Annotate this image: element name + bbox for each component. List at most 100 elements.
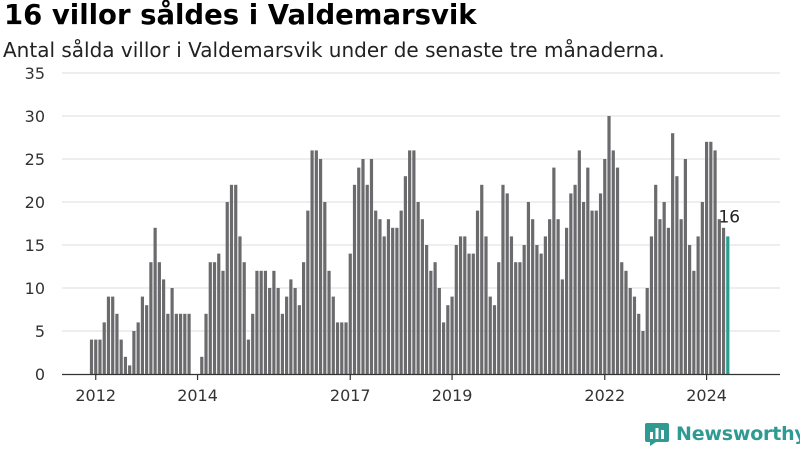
bar	[378, 219, 382, 374]
bar	[217, 253, 221, 374]
bar	[713, 150, 717, 374]
bar	[637, 313, 641, 374]
bar	[357, 167, 361, 374]
bar	[395, 227, 399, 374]
x-tick-label: 2014	[177, 386, 218, 405]
bar	[234, 184, 238, 374]
bar	[200, 356, 204, 374]
bar	[573, 184, 577, 374]
y-tick-label: 10	[25, 279, 45, 298]
bar-latest	[726, 236, 730, 374]
bar	[721, 227, 726, 374]
bar	[229, 184, 234, 374]
bar	[128, 365, 132, 374]
bar	[340, 322, 344, 374]
bar	[692, 270, 696, 374]
bar	[344, 322, 348, 374]
bar	[285, 296, 289, 374]
bar	[471, 253, 475, 374]
bar	[289, 279, 293, 374]
bars	[89, 116, 730, 374]
bar	[145, 305, 149, 374]
bar	[323, 202, 327, 374]
bar	[136, 322, 140, 374]
x-axis: 2012 2014 2017 2019 2022 2024	[62, 373, 780, 405]
bar	[94, 339, 98, 374]
bar	[658, 219, 662, 374]
bar	[259, 270, 263, 374]
bar	[615, 167, 620, 374]
bar	[666, 227, 671, 374]
bar	[632, 296, 637, 374]
bar	[208, 262, 212, 374]
bar	[709, 141, 713, 374]
bar	[174, 313, 178, 374]
bar	[225, 202, 229, 374]
bar	[310, 150, 314, 374]
bar	[497, 262, 501, 374]
bar	[671, 133, 675, 374]
x-tick-label: 2024	[686, 386, 727, 405]
bar	[594, 210, 598, 374]
bar	[543, 236, 547, 374]
bar	[717, 219, 721, 374]
bar	[348, 253, 352, 374]
bar	[242, 262, 246, 374]
bar	[704, 141, 709, 374]
bar	[475, 210, 480, 374]
chart-subtitle: Antal sålda villor i Valdemarsvik under …	[3, 38, 665, 62]
y-axis-tick-labels: 0 5 10 15 20 25 30 35	[25, 64, 45, 384]
bar	[178, 313, 183, 374]
bar	[102, 322, 106, 374]
bar	[467, 253, 471, 374]
bar	[255, 270, 259, 374]
bar	[238, 236, 242, 374]
chart-title: 16 villor såldes i Valdemarsvik	[4, 0, 477, 31]
bar	[560, 279, 564, 374]
bar	[425, 245, 429, 374]
bar	[335, 322, 340, 374]
bar	[488, 296, 492, 374]
bar	[408, 150, 412, 374]
bar	[318, 159, 323, 374]
bar	[484, 236, 488, 374]
bar	[611, 150, 615, 374]
bar	[518, 262, 522, 374]
bar	[675, 176, 679, 374]
bar	[662, 202, 666, 374]
bar	[314, 150, 318, 374]
bar	[531, 219, 535, 374]
newsworthy-logo: Newsworthy	[644, 421, 800, 447]
bar	[327, 270, 331, 374]
bar	[552, 167, 556, 374]
y-tick-label: 0	[35, 365, 45, 384]
bar	[441, 322, 446, 374]
bar	[382, 236, 386, 374]
y-tick-label: 35	[25, 64, 45, 83]
bar	[463, 236, 467, 374]
y-tick-label: 30	[25, 107, 45, 126]
annotations: 16	[718, 207, 740, 227]
bar	[586, 167, 590, 374]
bar	[115, 313, 119, 374]
bar	[166, 313, 170, 374]
bar	[628, 288, 632, 374]
y-tick-label: 20	[25, 193, 45, 212]
bar	[331, 296, 335, 374]
bar	[641, 331, 645, 374]
bar	[645, 288, 649, 374]
bar	[429, 270, 433, 374]
bar	[280, 313, 284, 374]
bar	[509, 236, 514, 374]
bar	[649, 236, 654, 374]
bar	[581, 202, 586, 374]
y-tick-label: 15	[25, 236, 45, 255]
bar	[607, 116, 611, 374]
latest-value-label: 16	[718, 207, 740, 227]
y-tick-label: 25	[25, 150, 45, 169]
bar	[514, 262, 518, 374]
bar	[556, 219, 560, 374]
bar	[501, 184, 505, 374]
bar	[450, 296, 454, 374]
y-tick-label: 5	[35, 322, 45, 341]
